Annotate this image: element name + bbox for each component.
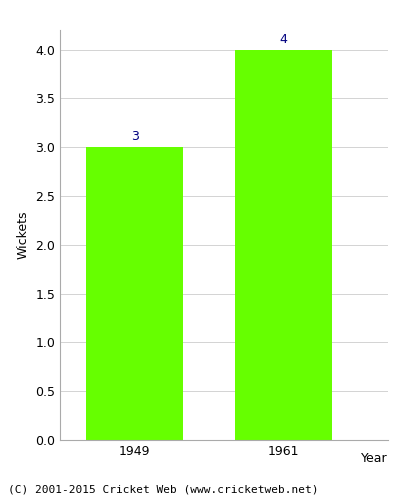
Text: (C) 2001-2015 Cricket Web (www.cricketweb.net): (C) 2001-2015 Cricket Web (www.cricketwe… [8,485,318,495]
Bar [235,50,332,440]
Text: 4: 4 [280,32,288,46]
Y-axis label: Wickets: Wickets [16,211,30,259]
Text: Year: Year [361,452,388,466]
Bar [86,147,183,440]
Text: 3: 3 [131,130,138,143]
